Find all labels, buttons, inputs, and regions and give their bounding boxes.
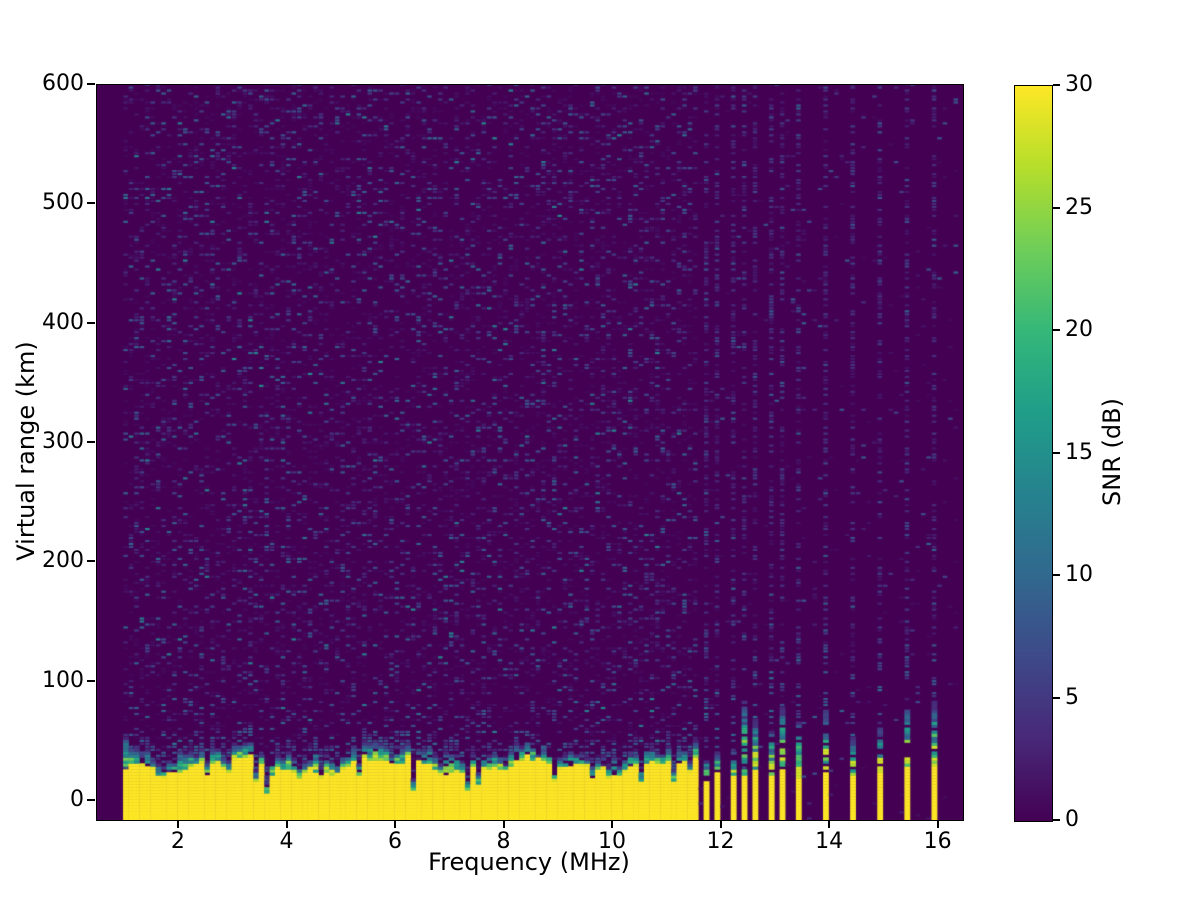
colorbar-tick-mark xyxy=(1053,206,1060,209)
x-tick-label: 14 xyxy=(815,829,844,854)
plot-area xyxy=(96,84,964,821)
y-tick-label: 0 xyxy=(70,786,84,812)
x-tick-mark xyxy=(502,820,505,828)
x-axis-label: Frequency (MHz) xyxy=(428,848,630,876)
colorbar-tick-label: 20 xyxy=(1065,317,1093,342)
colorbar-tick-mark xyxy=(1053,819,1060,821)
x-tick-mark xyxy=(611,820,613,828)
colorbar-tick-mark xyxy=(1053,574,1060,576)
colorbar-tick-mark xyxy=(1053,84,1060,86)
colorbar-tick-mark xyxy=(1053,696,1060,699)
y-tick-mark xyxy=(87,202,95,205)
colorbar-tick-label: 30 xyxy=(1065,72,1093,97)
x-tick-mark xyxy=(285,820,288,828)
x-tick-label: 12 xyxy=(706,829,735,854)
y-tick-label: 200 xyxy=(42,548,84,574)
y-tick-mark xyxy=(87,798,95,801)
x-tick-label: 2 xyxy=(170,829,185,854)
colorbar-tick-label: 10 xyxy=(1065,562,1093,587)
colorbar-tick-label: 25 xyxy=(1065,194,1093,220)
x-tick-label: 4 xyxy=(279,829,294,854)
x-tick-label: 6 xyxy=(388,829,402,854)
y-tick-mark xyxy=(87,83,95,85)
x-tick-label: 10 xyxy=(598,829,626,854)
x-tick-label: 8 xyxy=(496,829,511,854)
colorbar-tick-mark xyxy=(1053,451,1060,454)
heatmap-canvas xyxy=(97,85,963,820)
x-tick-mark xyxy=(719,820,722,828)
x-tick-mark xyxy=(828,820,831,828)
y-tick-mark xyxy=(87,441,95,443)
x-tick-mark xyxy=(394,820,396,828)
colorbar xyxy=(1014,85,1053,822)
y-tick-mark xyxy=(87,321,95,324)
colorbar-label: SNR (dB) xyxy=(1098,398,1126,506)
colorbar-tick-mark xyxy=(1053,329,1060,331)
y-tick-label: 100 xyxy=(42,667,84,693)
colorbar-tick-label: 15 xyxy=(1065,439,1093,465)
y-tick-label: 300 xyxy=(42,429,84,454)
x-tick-mark xyxy=(936,820,939,828)
y-tick-mark xyxy=(87,560,95,563)
x-tick-mark xyxy=(176,820,179,828)
colorbar-tick-label: 5 xyxy=(1065,684,1079,710)
y-tick-mark xyxy=(87,679,95,682)
y-axis-label: Virtual range (km) xyxy=(12,341,40,561)
y-tick-label: 400 xyxy=(42,309,84,335)
y-tick-label: 500 xyxy=(42,190,84,216)
colorbar-tick-label: 0 xyxy=(1065,807,1079,832)
y-tick-label: 600 xyxy=(42,71,84,96)
x-tick-label: 16 xyxy=(923,829,952,854)
